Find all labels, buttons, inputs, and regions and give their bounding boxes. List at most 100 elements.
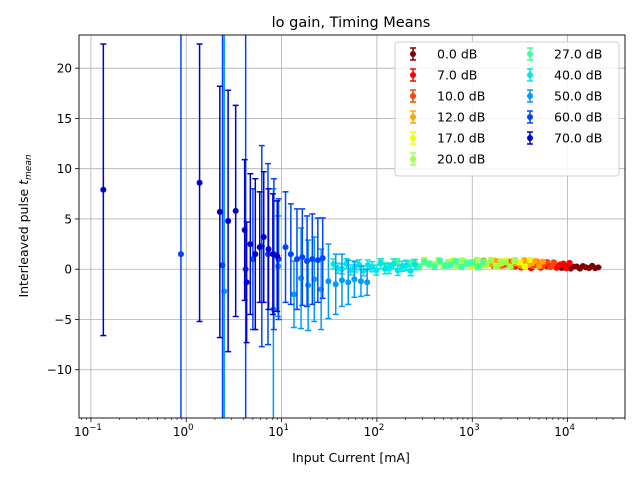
data-point [563,265,570,272]
legend-marker [527,72,533,78]
data-point [595,264,602,271]
data-point [291,291,298,298]
data-point [373,267,380,274]
legend-box [394,41,620,177]
legend: 0.0 dB 7.0 dB 10.0 dB 12.0 dB 17.0 dB 20.0 dB… [394,41,620,177]
data-point [247,241,254,248]
data-point [453,258,460,265]
y-tick-label: 10 [57,162,72,176]
data-point [550,259,557,266]
series-40-0-dB [330,257,418,277]
data-point [473,256,480,263]
x-tick-exponent: 3 [474,423,479,433]
data-point [517,259,524,266]
data-point [492,263,499,270]
legend-item: 50.0 dB [527,89,602,104]
y-tick-label: 15 [57,112,72,126]
legend-marker [410,72,416,78]
data-point [386,265,393,272]
x-tick-label: 100 [173,423,194,439]
data-point [232,207,239,214]
data-point [547,264,554,271]
x-tick-label: 102 [364,423,385,439]
legend-item: 70.0 dB [527,131,602,146]
legend-label: 40.0 dB [554,68,602,83]
data-point [252,251,259,258]
data-point [299,254,306,261]
data-point [539,258,546,265]
legend-marker [410,114,416,120]
data-point [442,262,449,269]
data-point [431,263,438,270]
data-point [403,262,410,269]
legend-marker [410,93,416,99]
data-point [287,251,294,258]
series-70-0-dB [100,43,281,353]
x-tick-label: 10−1 [74,423,102,439]
data-point [497,258,504,265]
legend-item: 0.0 dB [410,47,477,62]
plot-frame [78,34,626,419]
legend-item: 7.0 dB [410,68,477,83]
x-tick-base: 10 [459,425,474,439]
legend-label: 7.0 dB [437,68,477,83]
data-point [219,262,226,269]
legend-label: 20.0 dB [437,152,485,167]
x-tick-base: 10 [268,425,283,439]
data-point [309,256,316,263]
legend-label: 12.0 dB [437,110,485,125]
data-point [532,257,539,264]
y-tick-label: 20 [57,62,72,76]
data-point [225,217,232,224]
data-point [265,246,272,253]
legend-marker [410,156,416,162]
legend-item: 40.0 dB [527,68,602,83]
data-point [314,257,321,264]
data-point [293,256,300,263]
x-axis-label: Input Current [mA] [292,450,410,465]
legend-marker [410,51,416,57]
data-series [100,35,602,418]
chart-title: lo gain, Timing Means [272,15,431,31]
data-point [325,278,332,285]
legend-item: 17.0 dB [410,131,485,146]
data-point [511,256,518,263]
data-point [177,251,184,258]
y-tick-label: −10 [47,363,72,377]
data-point [345,279,352,286]
data-point [447,262,454,269]
x-tick-exponent: −1 [89,423,102,433]
legend-label: 17.0 dB [437,131,485,146]
data-point [488,257,495,264]
legend-label: 0.0 dB [437,47,477,62]
x-tick-base: 10 [364,425,379,439]
x-tick-base: 10 [554,425,569,439]
legend-label: 50.0 dB [554,89,602,104]
y-tick-label: 0 [64,263,72,277]
legend-label: 60.0 dB [554,110,602,125]
data-point [526,256,533,263]
x-tick-label: 104 [554,423,575,439]
data-point [242,266,249,273]
x-tick-exponent: 0 [188,423,193,433]
x-tick-exponent: 1 [284,423,289,433]
data-point [332,281,339,288]
x-tick-exponent: 4 [570,423,575,433]
data-point [566,259,573,266]
data-point [282,244,289,251]
data-point [364,279,371,286]
data-point [243,279,250,286]
data-point [381,265,388,272]
data-point [351,276,358,283]
legend-label: 27.0 dB [554,47,602,62]
data-point [407,267,414,274]
legend-item: 60.0 dB [527,110,602,125]
legend-label: 70.0 dB [554,131,602,146]
data-point [536,263,543,270]
data-point [507,263,514,270]
legend-marker [527,114,533,120]
x-tick-base: 10 [74,425,89,439]
legend-marker [410,135,416,141]
